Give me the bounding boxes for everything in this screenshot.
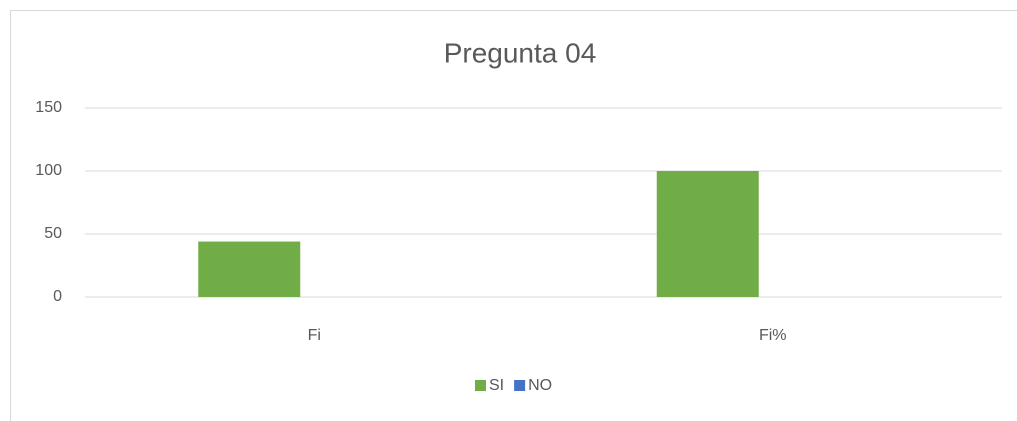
y-tick-label: 0 — [53, 288, 62, 305]
x-tick-label: Fi% — [759, 327, 787, 344]
legend-swatch — [475, 380, 486, 391]
y-tick-label: 150 — [35, 99, 62, 116]
y-tick-label: 50 — [44, 225, 62, 242]
legend-label: NO — [528, 377, 552, 394]
bar — [656, 171, 759, 297]
legend-label: SI — [489, 377, 504, 394]
legend-swatch — [514, 380, 526, 391]
x-tick-label: Fi — [308, 327, 321, 344]
bar — [198, 241, 301, 297]
y-tick-label: 100 — [35, 162, 62, 179]
chart-title: Pregunta 04 — [444, 37, 597, 68]
chart-border — [10, 10, 1017, 421]
